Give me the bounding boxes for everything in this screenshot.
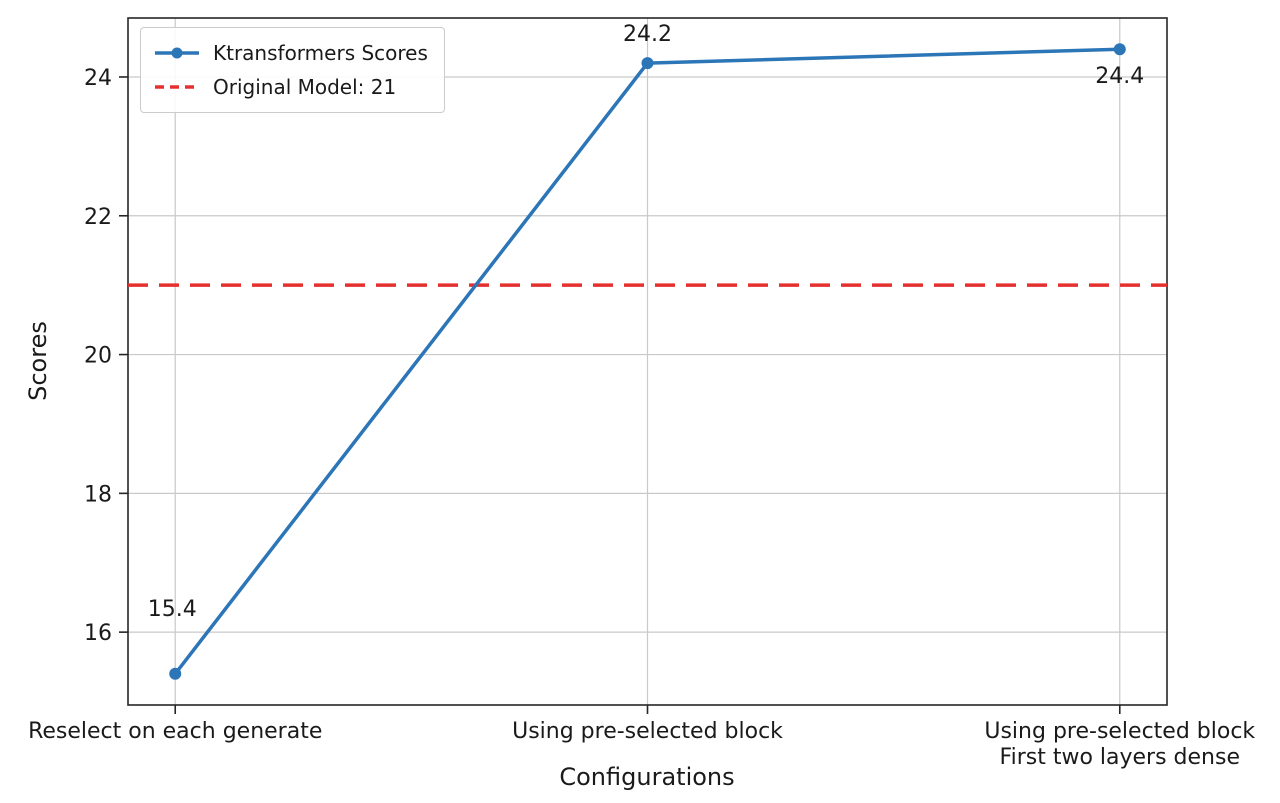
x-tick-label: Reselect on each generate: [28, 719, 322, 744]
legend-item-reference: Original Model: 21: [153, 70, 428, 104]
data-point-marker: [169, 667, 182, 680]
y-tick-label: 18: [84, 482, 112, 507]
y-axis-label: Scores: [24, 321, 52, 401]
point-annotation: 24.2: [623, 22, 672, 47]
y-tick-label: 24: [84, 66, 112, 91]
x-tick-label: Using pre-selected block: [984, 719, 1255, 744]
x-tick-label: Using pre-selected block: [512, 719, 783, 744]
legend-reference-dash-sample: [155, 85, 199, 89]
y-tick-label: 22: [84, 205, 112, 230]
legend-item-series: Ktransformers Scores: [153, 36, 428, 70]
x-axis-label: Configurations: [559, 763, 735, 791]
point-annotation: 24.4: [1095, 64, 1144, 89]
y-tick-label: 20: [84, 344, 112, 369]
legend-label-series: Ktransformers Scores: [213, 41, 428, 65]
y-tick-label: 16: [84, 621, 112, 646]
x-tick-label: First two layers dense: [1000, 745, 1240, 770]
data-point-marker: [1113, 43, 1126, 56]
legend: Ktransformers Scores Original Model: 21: [140, 27, 445, 113]
data-point-marker: [641, 57, 654, 70]
point-annotation: 15.4: [148, 597, 197, 622]
legend-series-line-sample: [155, 47, 199, 59]
legend-label-reference: Original Model: 21: [213, 75, 397, 99]
